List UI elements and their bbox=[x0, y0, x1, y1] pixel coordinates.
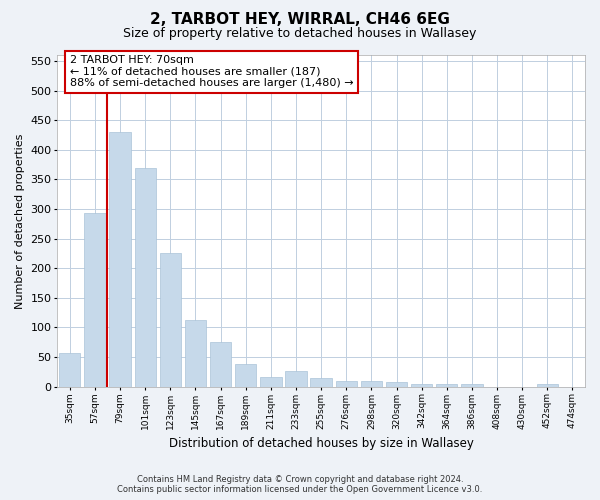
Text: Contains HM Land Registry data © Crown copyright and database right 2024.
Contai: Contains HM Land Registry data © Crown c… bbox=[118, 474, 482, 494]
Bar bbox=[235, 364, 256, 386]
X-axis label: Distribution of detached houses by size in Wallasey: Distribution of detached houses by size … bbox=[169, 437, 473, 450]
Bar bbox=[109, 132, 131, 386]
Bar bbox=[386, 382, 407, 386]
Bar bbox=[335, 381, 357, 386]
Text: 2 TARBOT HEY: 70sqm
← 11% of detached houses are smaller (187)
88% of semi-detac: 2 TARBOT HEY: 70sqm ← 11% of detached ho… bbox=[70, 55, 353, 88]
Bar bbox=[411, 384, 433, 386]
Bar bbox=[260, 376, 281, 386]
Bar bbox=[134, 168, 156, 386]
Bar bbox=[461, 384, 482, 386]
Bar bbox=[286, 370, 307, 386]
Bar bbox=[361, 381, 382, 386]
Text: 2, TARBOT HEY, WIRRAL, CH46 6EG: 2, TARBOT HEY, WIRRAL, CH46 6EG bbox=[150, 12, 450, 28]
Y-axis label: Number of detached properties: Number of detached properties bbox=[15, 133, 25, 308]
Bar bbox=[185, 320, 206, 386]
Bar bbox=[59, 353, 80, 386]
Bar bbox=[84, 213, 106, 386]
Bar bbox=[210, 342, 231, 386]
Bar bbox=[436, 384, 457, 386]
Bar bbox=[310, 378, 332, 386]
Bar bbox=[536, 384, 558, 386]
Text: Size of property relative to detached houses in Wallasey: Size of property relative to detached ho… bbox=[124, 28, 476, 40]
Bar bbox=[160, 253, 181, 386]
